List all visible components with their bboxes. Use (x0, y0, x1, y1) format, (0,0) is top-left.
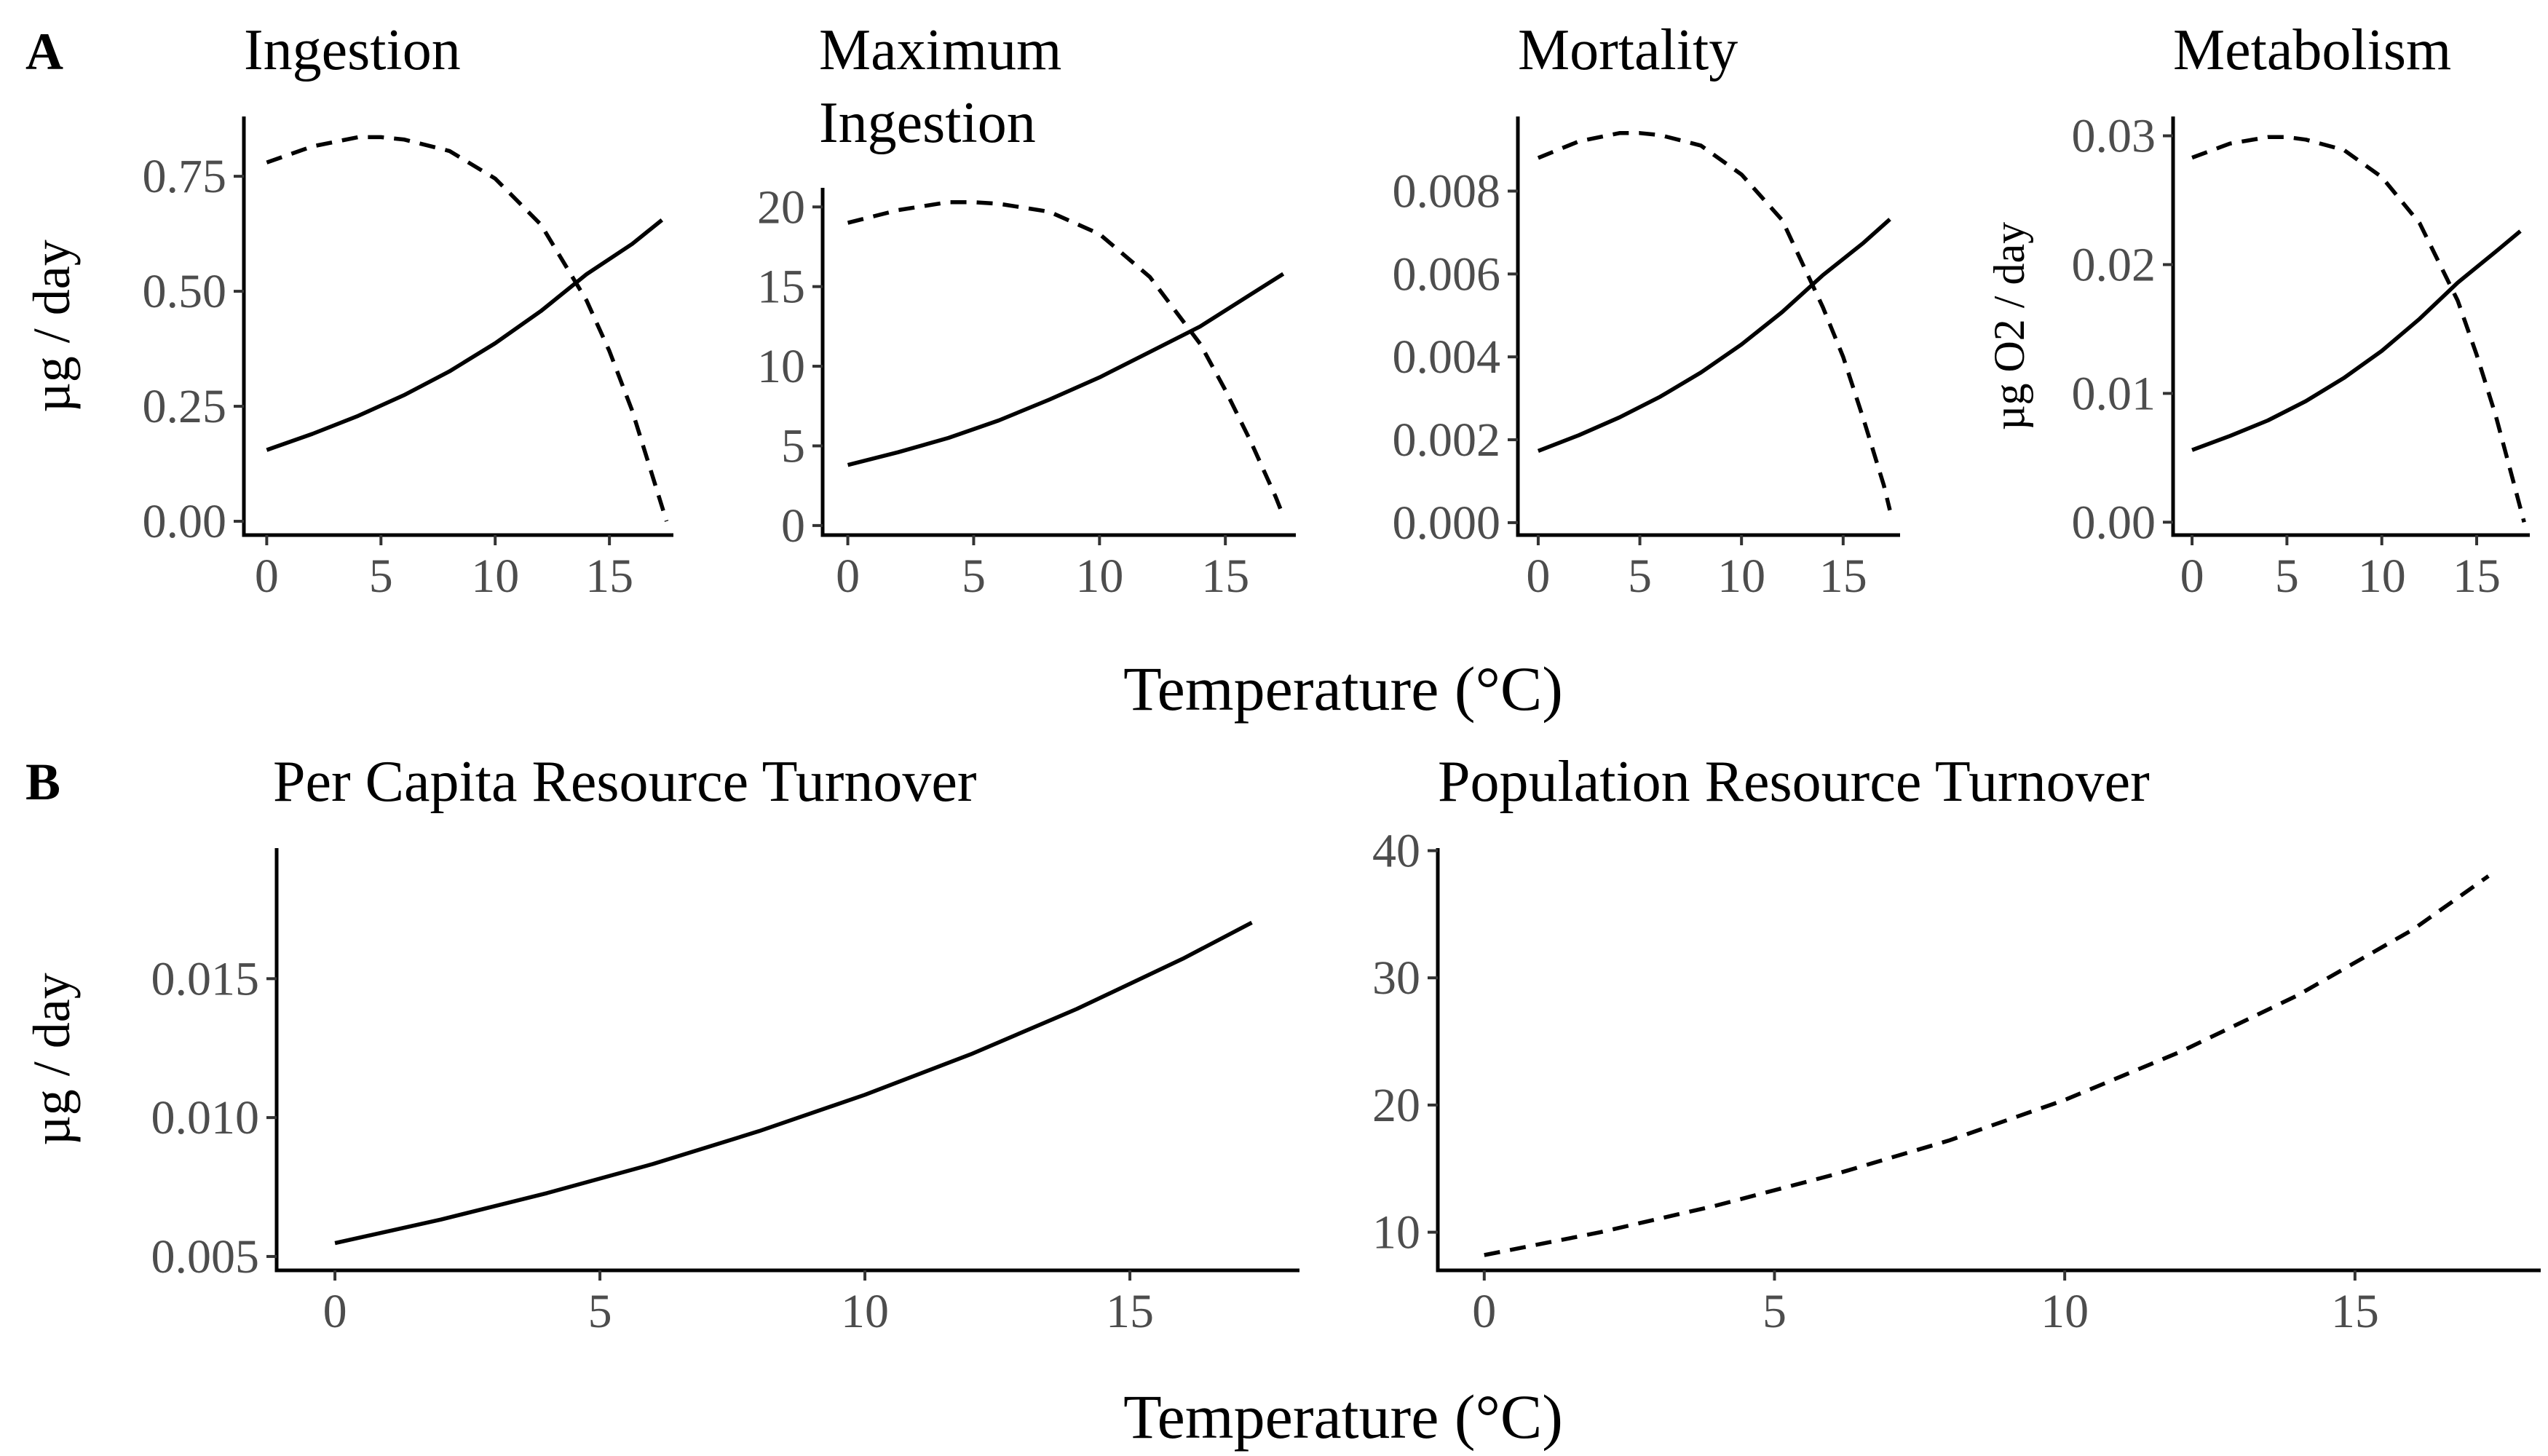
x-tick-label: 10 (841, 1285, 889, 1338)
subplot-title: Mortality (1518, 18, 1738, 82)
y-tick-label: 0.006 (1393, 248, 1501, 301)
x-tick-label: 0 (1526, 550, 1550, 603)
x-tick-label: 15 (2331, 1285, 2379, 1338)
x-tick-label: 5 (962, 550, 986, 603)
y-tick-label: 0.00 (143, 495, 227, 548)
y-tick-label: 0.004 (1393, 331, 1501, 384)
x-tick-label: 5 (588, 1285, 612, 1338)
y-tick-label: 40 (1372, 824, 1420, 877)
subplot-6: Population Resource Turnover 0 5 10 15 10 20 30… (1372, 750, 2541, 1338)
y-tick-label: 0.010 (151, 1091, 260, 1144)
y-tick-label: 10 (757, 340, 805, 393)
y-tick-label: 10 (1372, 1206, 1420, 1259)
series-line-dashed (1484, 874, 2490, 1257)
x-tick-label: 10 (2041, 1285, 2089, 1338)
x-tick-label: 0 (2180, 550, 2204, 603)
y-tick-label: 20 (757, 181, 805, 234)
subplot-title: Per Capita Resource Turnover (273, 750, 977, 814)
subplot-3: Mortality 0 5 10 15 0.000 0.002 0.004 0.006 0.008 (1393, 18, 1900, 603)
x-tick-label: 15 (1819, 550, 1867, 603)
subplot-title: Ingestion (244, 18, 461, 82)
series-line-solid (334, 920, 1253, 1246)
x-tick-label: 0 (255, 550, 279, 603)
x-tick-label: 10 (1075, 550, 1123, 603)
y-axis-label: µg O2 / day (1985, 222, 2033, 430)
x-tick-label: 15 (585, 550, 633, 603)
y-tick-label: 0.03 (2072, 110, 2156, 163)
x-tick-label: 5 (1762, 1285, 1787, 1338)
y-tick-label: 5 (781, 419, 805, 472)
x-tick-label: 0 (1472, 1285, 1496, 1338)
y-axis-label: µg / day (23, 240, 81, 412)
subplot-4: Metabolism 0 5 10 15 0.00 0.01 0.02 0.03 µg O2 / … (1985, 18, 2530, 603)
y-tick-label: 0.002 (1393, 414, 1501, 467)
y-axis-label: µg / day (23, 973, 81, 1145)
y-tick-label: 0.000 (1393, 496, 1501, 550)
y-tick-label: 0.008 (1393, 165, 1501, 218)
subplot-5: Per Capita Resource Turnover 0 5 10 15 0.005 0… (23, 750, 1299, 1338)
x-tick-label: 0 (836, 550, 860, 603)
x-tick-label: 5 (369, 550, 393, 603)
x-axis-label-top: Temperature (°C) (1123, 654, 1563, 724)
x-tick-label: 15 (1106, 1285, 1154, 1338)
y-tick-label: 0 (781, 499, 805, 553)
x-tick-label: 10 (1717, 550, 1765, 603)
x-axis-label-bottom: Temperature (°C) (1123, 1382, 1563, 1452)
y-tick-label: 0.02 (2072, 238, 2156, 291)
x-tick-label: 0 (323, 1285, 347, 1338)
series-line-solid (266, 218, 664, 452)
x-tick-label: 5 (2275, 550, 2299, 603)
subplot-title: Metabolism (2173, 18, 2451, 82)
subplot-title: Population Resource Turnover (1438, 750, 2150, 814)
y-tick-label: 0.01 (2072, 367, 2156, 420)
series-line-dashed (847, 199, 1286, 517)
y-tick-label: 0.75 (143, 150, 227, 203)
panel-label-b: B (25, 753, 60, 811)
subplot-title: Maximum Ingestion (819, 18, 1061, 155)
y-tick-label: 0.50 (143, 265, 227, 318)
series-line-solid (847, 272, 1285, 467)
y-tick-label: 0.00 (2072, 496, 2156, 549)
subplots: Ingestion 0 5 10 15 0.00 0.25 0.50 0.75 µg / day M… (23, 18, 2541, 1338)
y-tick-label: 30 (1372, 951, 1420, 1005)
series-line-solid (2191, 229, 2522, 452)
x-tick-label: 10 (471, 550, 519, 603)
x-tick-label: 15 (2453, 550, 2501, 603)
series-line-solid (1537, 218, 1891, 453)
panel-label-a: A (25, 23, 63, 81)
x-tick-label: 15 (1201, 550, 1249, 603)
y-tick-label: 0.005 (151, 1230, 260, 1283)
series-line-dashed (1537, 131, 1892, 511)
series-line-dashed (2191, 135, 2526, 523)
y-tick-label: 20 (1372, 1079, 1420, 1132)
y-tick-label: 15 (757, 261, 805, 314)
y-tick-label: 0.25 (143, 380, 227, 433)
subplot-2: Maximum Ingestion 0 5 10 15 0 5 10 15 20 (757, 18, 1296, 603)
series-line-dashed (266, 135, 669, 522)
y-tick-label: 0.015 (151, 952, 260, 1005)
subplot-1: Ingestion 0 5 10 15 0.00 0.25 0.50 0.75 µg / day (23, 18, 673, 603)
x-tick-label: 5 (1628, 550, 1652, 603)
x-tick-label: 10 (2358, 550, 2406, 603)
